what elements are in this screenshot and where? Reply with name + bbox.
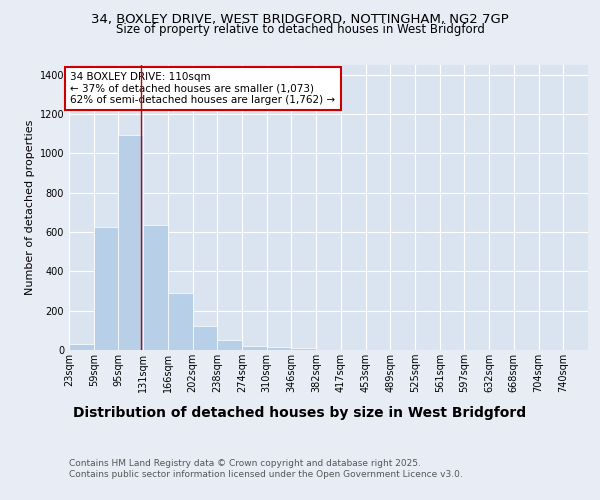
Bar xyxy=(267,347,292,350)
Text: 34 BOXLEY DRIVE: 110sqm
← 37% of detached houses are smaller (1,073)
62% of semi: 34 BOXLEY DRIVE: 110sqm ← 37% of detache… xyxy=(70,72,335,105)
Bar xyxy=(292,348,316,350)
Bar xyxy=(217,340,242,350)
Bar xyxy=(118,135,143,350)
Bar xyxy=(143,225,168,350)
Text: Size of property relative to detached houses in West Bridgford: Size of property relative to detached ho… xyxy=(116,22,484,36)
Text: Contains public sector information licensed under the Open Government Licence v3: Contains public sector information licen… xyxy=(69,470,463,479)
Text: Contains HM Land Registry data © Crown copyright and database right 2025.: Contains HM Land Registry data © Crown c… xyxy=(69,458,421,468)
Text: Distribution of detached houses by size in West Bridgford: Distribution of detached houses by size … xyxy=(73,406,527,419)
Bar xyxy=(193,326,217,350)
Bar xyxy=(69,344,94,350)
Bar xyxy=(94,227,118,350)
Bar xyxy=(168,293,193,350)
Bar xyxy=(242,346,267,350)
Text: 34, BOXLEY DRIVE, WEST BRIDGFORD, NOTTINGHAM, NG2 7GP: 34, BOXLEY DRIVE, WEST BRIDGFORD, NOTTIN… xyxy=(91,12,509,26)
Y-axis label: Number of detached properties: Number of detached properties xyxy=(25,120,35,295)
